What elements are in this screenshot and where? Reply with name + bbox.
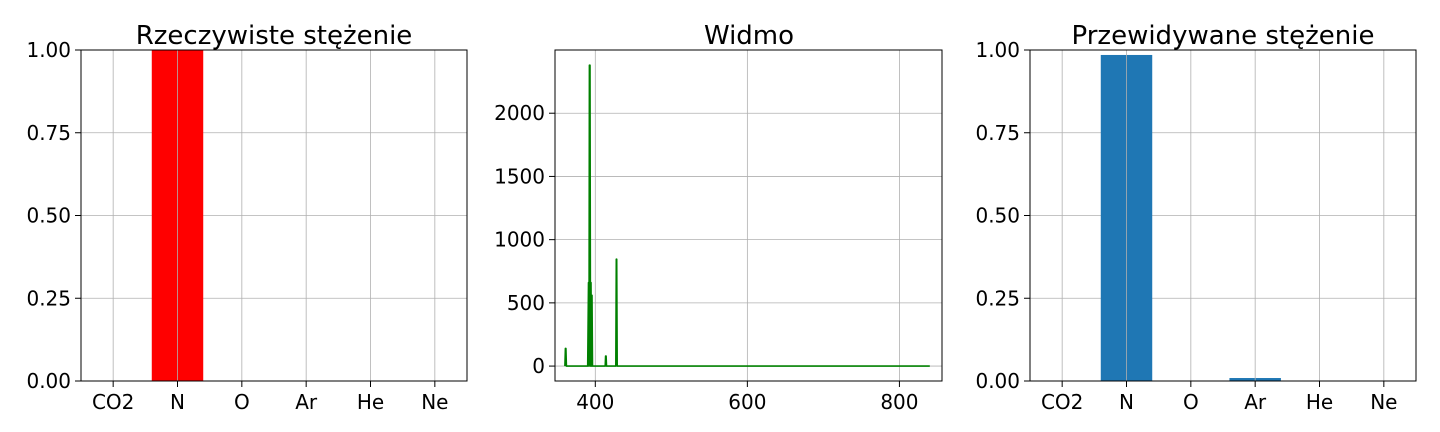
y-tick-label: 1000 xyxy=(494,228,545,252)
chart-real-concentration: Rzeczywiste stężenie 0.00 0.25 0.50 0.75 1.0… xyxy=(26,21,468,414)
x-tick-label: CO2 xyxy=(92,390,134,414)
y-tick-label: 0.50 xyxy=(975,204,1020,228)
chart-predicted-concentration: Przewidywane stężenie 0.00 0.25 0.50 0.75 1.… xyxy=(975,21,1417,414)
y-tick-label: 1500 xyxy=(494,164,545,188)
chart-title: Widmo xyxy=(704,21,794,51)
y-tick-label: 500 xyxy=(507,291,545,315)
y-tick-label: 0.75 xyxy=(975,121,1020,145)
x-tick-label: N xyxy=(1119,390,1134,414)
plot-frame xyxy=(1029,49,1417,382)
chart-title: Przewidywane stężenie xyxy=(1072,21,1375,51)
chart-spectrum: Widmo 0 500 1000 1500 2000 400 600 800 xyxy=(494,21,943,414)
x-tick-label: 400 xyxy=(576,390,614,414)
y-tick-label: 0.25 xyxy=(975,286,1020,310)
x-tick-label: Ar xyxy=(1244,390,1267,414)
x-tick-label: Ar xyxy=(295,390,318,414)
x-tick-label: O xyxy=(1183,390,1199,414)
y-tick-label: 1.00 xyxy=(975,38,1020,62)
plot-frame xyxy=(554,49,943,382)
y-tick-label: 0.00 xyxy=(26,369,71,393)
x-tick-label: N xyxy=(170,390,185,414)
y-tick-label: 1.00 xyxy=(26,38,71,62)
chart-title: Rzeczywiste stężenie xyxy=(136,21,413,51)
x-tick-label: Ne xyxy=(421,390,448,414)
x-tick-label: 600 xyxy=(728,390,766,414)
x-tick-label: O xyxy=(234,390,250,414)
plot-frame xyxy=(80,49,468,382)
y-tick-label: 0 xyxy=(532,354,545,378)
y-tick-label: 0.50 xyxy=(26,204,71,228)
series-line xyxy=(564,64,930,367)
y-tick-label: 0.25 xyxy=(26,286,71,310)
x-tick-label: He xyxy=(1306,390,1333,414)
x-tick-label: He xyxy=(357,390,384,414)
y-tick-label: 0.00 xyxy=(975,369,1020,393)
x-tick-label: CO2 xyxy=(1041,390,1083,414)
x-tick-label: 800 xyxy=(880,390,918,414)
y-tick-label: 0.75 xyxy=(26,121,71,145)
x-tick-label: Ne xyxy=(1370,390,1397,414)
y-tick-label: 2000 xyxy=(494,101,545,125)
